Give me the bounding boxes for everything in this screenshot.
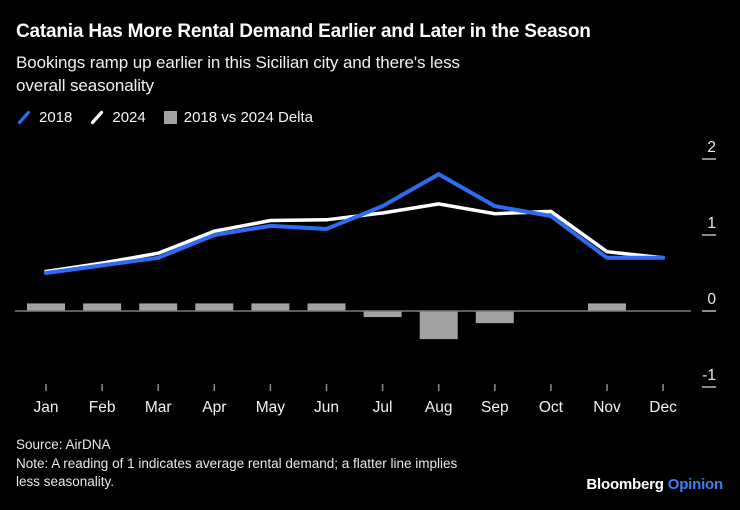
y-tick-label-2: 2 — [707, 139, 716, 156]
chart-subtitle: Bookings ramp up earlier in this Sicilia… — [16, 51, 616, 97]
delta-bar-mar — [139, 303, 178, 311]
month-label-jan: Jan — [34, 399, 59, 416]
legend-swatch-icon — [17, 110, 31, 125]
month-label-jul: Jul — [373, 399, 393, 416]
month-label-mar: Mar — [145, 399, 172, 416]
chart-subtitle-line1: Bookings ramp up earlier in this Sicilia… — [16, 53, 460, 72]
delta-bar-jul — [363, 311, 402, 318]
source-text: Source: AirDNA — [16, 437, 111, 452]
month-label-sep: Sep — [481, 399, 509, 416]
chart-legend: 2018 2024 2018 vs 2024 Delta — [17, 109, 313, 126]
y-tick-label--1: -1 — [702, 367, 716, 384]
footer-notes: Source: AirDNA Note: A reading of 1 indi… — [16, 436, 576, 492]
month-label-aug: Aug — [425, 399, 453, 416]
y-tick-label-0: 0 — [707, 291, 716, 308]
delta-bar-sep — [475, 311, 514, 324]
delta-bar-aug — [419, 311, 458, 340]
month-label-dec: Dec — [649, 399, 677, 416]
delta-bar-jun — [307, 303, 346, 311]
legend-swatch-icon — [163, 111, 177, 124]
legend-label: 2018 — [39, 109, 73, 126]
delta-bar-apr — [195, 303, 234, 311]
delta-bar-jan — [27, 303, 65, 311]
note-text-line1: Note: A reading of 1 indicates average r… — [16, 455, 458, 471]
chart-title: Catania Has More Rental Demand Earlier a… — [16, 21, 591, 42]
line-2018 — [44, 171, 666, 275]
brand-division: Opinion — [667, 476, 723, 493]
month-label-may: May — [256, 399, 286, 416]
bloomberg-opinion-logo: Bloomberg Opinion — [586, 476, 723, 493]
y-tick-label-1: 1 — [707, 215, 716, 232]
legend-swatch-icon — [91, 110, 104, 125]
delta-bar-nov — [588, 303, 626, 311]
note-text-line2: less seasonality. — [16, 474, 115, 489]
chart-subtitle-line2: overall seasonality — [16, 76, 154, 95]
legend-label: 2018 vs 2024 Delta — [183, 109, 314, 126]
month-label-jun: Jun — [314, 399, 339, 416]
legend-item-2024: 2024 — [90, 109, 146, 126]
month-label-nov: Nov — [593, 399, 621, 416]
legend-item-2018-vs-2024-delta: 2018 vs 2024 Delta — [163, 109, 314, 126]
brand-name: Bloomberg — [586, 476, 664, 493]
delta-bar-may — [251, 303, 290, 311]
month-label-feb: Feb — [89, 399, 116, 416]
legend-item-2018: 2018 — [17, 109, 72, 126]
month-label-apr: Apr — [202, 399, 226, 416]
delta-bar-feb — [83, 303, 122, 311]
month-label-oct: Oct — [539, 399, 564, 416]
legend-label: 2024 — [112, 109, 146, 126]
